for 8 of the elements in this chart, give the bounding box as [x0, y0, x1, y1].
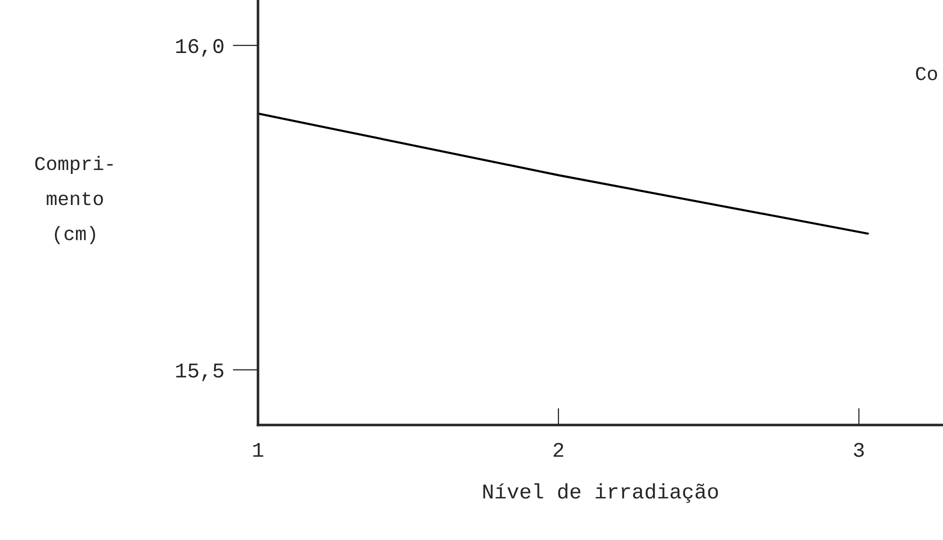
- x-tick-label: 3: [854, 442, 864, 457]
- y-tick-label: 15,5: [176, 364, 224, 382]
- annotation: Co: [916, 67, 938, 80]
- y-axis-title: Compri- mento (cm): [35, 156, 113, 244]
- y-tick-label: 16,0: [176, 39, 224, 57]
- x-axis-title: Nível de irradiação: [483, 483, 718, 503]
- x-tick-label: 1: [253, 443, 264, 457]
- x-tick-label: 2: [554, 442, 564, 457]
